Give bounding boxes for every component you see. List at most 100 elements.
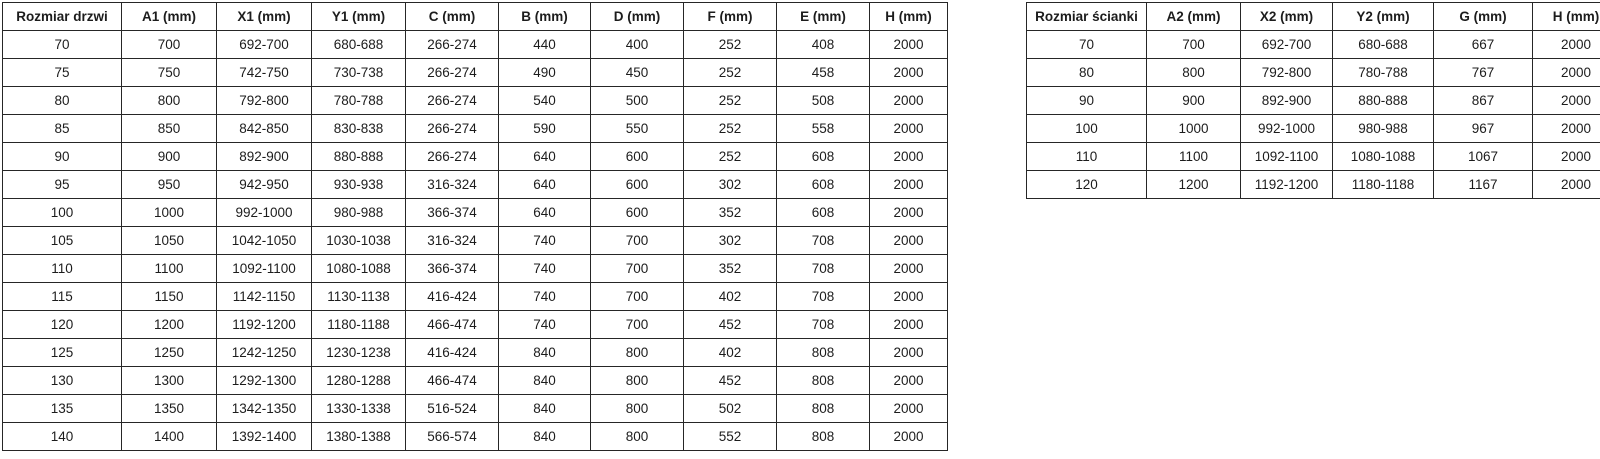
column-header: X1 (mm) [216,2,312,31]
table-row: 95 950 942-950 930-938 316-324 640 600 302 608 20… [2,170,948,199]
column-header: B (mm) [498,2,591,31]
table-cell: 700 [590,310,684,339]
table-cell: 730-738 [311,58,406,87]
table-cell: 800 [590,366,684,395]
table-cell: 1067 [1433,142,1533,171]
table-cell: 452 [683,310,777,339]
table-cell: 740 [498,254,591,283]
table-cell: 2000 [869,338,948,367]
table-row: 100 1000 992-1000 980-988 366-374 640 600 352 60… [2,198,948,227]
table-cell: 316-324 [405,226,499,255]
table-row: 80 800 792-800 780-788 767 2000 [1026,58,1600,87]
table-cell: 1192-1200 [1240,170,1333,199]
table-cell: 100 [1026,114,1147,143]
table-cell: 740 [498,310,591,339]
table-cell: 2000 [1532,142,1600,171]
table-cell: 692-700 [1240,30,1333,59]
table-row: 90 900 892-900 880-888 266-274 640 600 252 608 20… [2,142,948,171]
table-cell: 1180-1188 [1332,170,1434,199]
table-cell: 980-988 [1332,114,1434,143]
table-row: 100 1000 992-1000 980-988 967 2000 [1026,114,1600,143]
table-cell: 680-688 [1332,30,1434,59]
table-cell: 900 [1146,86,1241,115]
column-header: G (mm) [1433,2,1533,31]
table-cell: 1342-1350 [216,394,312,423]
table-cell: 2000 [869,58,948,87]
table-cell: 800 [590,394,684,423]
table-cell: 2000 [869,114,948,143]
table-cell: 80 [1026,58,1147,87]
table-cell: 700 [1146,30,1241,59]
table-cell: 416-424 [405,338,499,367]
column-header: A2 (mm) [1146,2,1241,31]
column-header: X2 (mm) [1240,2,1333,31]
table-cell: 508 [776,86,870,115]
table-cell: 1280-1288 [311,366,406,395]
table-row: 140 1400 1392-1400 1380-1388 566-574 840 800 55… [2,422,948,451]
wall-sizes-table: Rozmiar ścianki A2 (mm) X2 (mm) Y2 (mm) G (m… [1026,2,1600,199]
table-cell: 90 [1026,86,1147,115]
table-row: 110 1100 1092-1100 1080-1088 366-374 740 700 35… [2,254,948,283]
table-cell: 440 [498,30,591,59]
table-cell: 316-324 [405,170,499,199]
table-cell: 266-274 [405,58,499,87]
table-cell: 566-574 [405,422,499,451]
table-cell: 466-474 [405,310,499,339]
table-cell: 402 [683,338,777,367]
table-cell: 252 [683,142,777,171]
table-cell: 2000 [869,30,948,59]
table-cell: 352 [683,198,777,227]
table-cell: 552 [683,422,777,451]
table-cell: 1380-1388 [311,422,406,451]
table-cell: 302 [683,226,777,255]
table-cell: 880-888 [1332,86,1434,115]
table-cell: 608 [776,170,870,199]
table-cell: 590 [498,114,591,143]
table-cell: 1080-1088 [1332,142,1434,171]
table-cell: 980-988 [311,198,406,227]
column-header: C (mm) [405,2,499,31]
table-cell: 1350 [121,394,217,423]
table-cell: 692-700 [216,30,312,59]
table-cell: 416-424 [405,282,499,311]
header-row: Rozmiar drzwi A1 (mm) X1 (mm) Y1 (mm) C (mm)… [2,2,948,31]
table-cell: 105 [2,226,122,255]
table-row: 135 1350 1342-1350 1330-1338 516-524 840 800 50… [2,394,948,423]
table-cell: 366-374 [405,254,499,283]
table-cell: 1230-1238 [311,338,406,367]
table-cell: 800 [590,338,684,367]
table-cell: 840 [498,338,591,367]
table-cell: 1150 [121,282,217,311]
table-cell: 266-274 [405,114,499,143]
table-cell: 140 [2,422,122,451]
table-cell: 2000 [869,394,948,423]
table-cell: 1392-1400 [216,422,312,451]
column-header: H (mm) [869,2,948,31]
table-cell: 600 [590,142,684,171]
table-cell: 708 [776,310,870,339]
table-cell: 2000 [869,86,948,115]
table-cell: 2000 [869,198,948,227]
table-cell: 750 [121,58,217,87]
table-cell: 950 [121,170,217,199]
table-cell: 608 [776,198,870,227]
table-cell: 2000 [869,226,948,255]
table-cell: 540 [498,86,591,115]
table-cell: 70 [1026,30,1147,59]
table-cell: 892-900 [1240,86,1333,115]
table-row: 125 1250 1242-1250 1230-1238 416-424 840 800 40… [2,338,948,367]
table-cell: 90 [2,142,122,171]
table-cell: 550 [590,114,684,143]
table-cell: 830-838 [311,114,406,143]
table-row: 70 700 692-700 680-688 266-274 440 400 252 408 20… [2,30,948,59]
column-header: F (mm) [683,2,777,31]
table-cell: 1200 [121,310,217,339]
table-cell: 2000 [869,282,948,311]
table-cell: 2000 [1532,114,1600,143]
table-cell: 640 [498,170,591,199]
column-header: H (mm) [1532,2,1600,31]
table-cell: 667 [1433,30,1533,59]
table-cell: 2000 [1532,170,1600,199]
table-cell: 500 [590,86,684,115]
